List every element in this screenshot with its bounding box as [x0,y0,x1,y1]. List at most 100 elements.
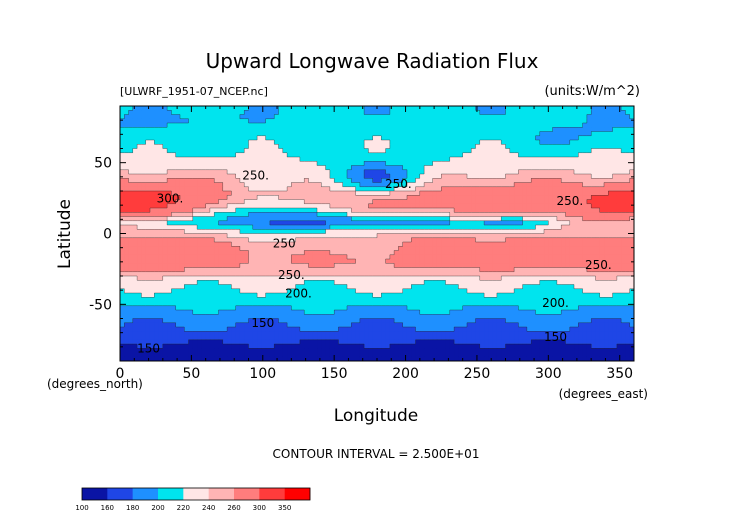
heatmap-cell [484,259,489,264]
heatmap-cell [372,152,378,158]
heatmap-cell [175,114,181,120]
heatmap-cell [368,157,374,162]
heatmap-cell [531,267,537,273]
heatmap-cell [535,271,541,277]
heatmap-cell [359,237,365,243]
heatmap-cell [312,148,318,154]
heatmap-cell [308,118,314,124]
heatmap-cell [522,276,528,281]
heatmap-cell [304,237,310,243]
heatmap-cell [252,195,258,201]
heatmap-cell [501,118,507,124]
heatmap-cell [454,157,459,162]
heatmap-cell [137,237,143,243]
heatmap-cell [274,199,280,205]
heatmap-cell [591,110,597,116]
heatmap-cell [471,127,477,133]
heatmap-cell [167,280,172,286]
heatmap-cell [227,280,232,286]
heatmap-cell [526,127,532,133]
heatmap-cell [291,106,297,111]
heatmap-cell [484,169,489,175]
heatmap-cell [359,161,365,167]
heatmap-cell [145,212,151,218]
heatmap-cell [291,114,297,120]
heatmap-cell [141,276,147,281]
heatmap-cell [616,233,622,239]
heatmap-cell [171,233,177,239]
heatmap-cell [167,195,172,201]
heatmap-cell [595,131,601,137]
heatmap-cell [612,195,618,201]
heatmap-cell [355,276,361,281]
heatmap-cell [257,178,262,184]
heatmap-cell [248,114,254,120]
heatmap-cell [539,212,545,218]
heatmap-cell [385,178,391,184]
heatmap-cell [492,229,498,235]
heatmap-cell [312,178,318,184]
heatmap-cell [162,182,168,188]
heatmap-cell [368,229,374,235]
heatmap-cell [291,233,297,239]
heatmap-cell [248,165,254,171]
heatmap-cell [359,157,365,162]
heatmap-cell [312,186,318,192]
heatmap-cell [201,140,207,145]
heatmap-cell [347,250,352,256]
heatmap-cell [518,246,524,252]
heatmap-cell [561,140,567,145]
heatmap-cell [479,161,485,167]
heatmap-cell [436,191,442,196]
heatmap-cell [604,195,609,201]
heatmap-cell [222,212,228,218]
heatmap-cell [192,127,198,133]
heatmap-cell [505,220,511,226]
heatmap-cell [381,106,387,111]
heatmap-cell [278,161,284,167]
heatmap-cell [621,186,627,192]
heatmap-cell [441,237,447,243]
heatmap-cell [235,237,241,243]
heatmap-cell [522,271,528,277]
heatmap-cell [179,263,185,269]
heatmap-cell [291,216,297,222]
heatmap-cell [385,118,391,124]
heatmap-cell [317,233,322,239]
heatmap-cell [222,169,228,175]
heatmap-cell [201,191,207,196]
heatmap-cell [252,225,258,230]
heatmap-cell [359,174,365,179]
heatmap-cell [274,203,280,209]
heatmap-cell [162,208,168,213]
heatmap-cell [488,144,494,150]
heatmap-cell [124,157,130,162]
heatmap-cell [261,280,267,286]
heatmap-cell [325,131,331,137]
heatmap-cell [544,237,549,243]
heatmap-cell [578,216,584,222]
heatmap-cell [574,114,579,120]
heatmap-cell [411,250,417,256]
heatmap-cell [355,118,361,124]
heatmap-cell [214,208,220,213]
heatmap-cell [539,123,545,128]
heatmap-cell [539,174,545,179]
heatmap-cell [209,254,215,260]
heatmap-cell [175,178,181,184]
heatmap-cell [179,174,185,179]
heatmap-cell [342,254,348,260]
heatmap-cell [124,242,130,247]
heatmap-cell [522,174,528,179]
heatmap-cell [466,199,472,205]
heatmap-cell [261,259,267,264]
heatmap-cell [475,106,481,111]
heatmap-cell [539,271,545,277]
heatmap-cell [569,267,575,273]
heatmap-cell [192,212,198,218]
heatmap-cell [274,182,280,188]
heatmap-cell [496,195,502,201]
heatmap-cell [171,178,177,184]
heatmap-cell [595,127,601,133]
heatmap-cell [261,208,267,213]
